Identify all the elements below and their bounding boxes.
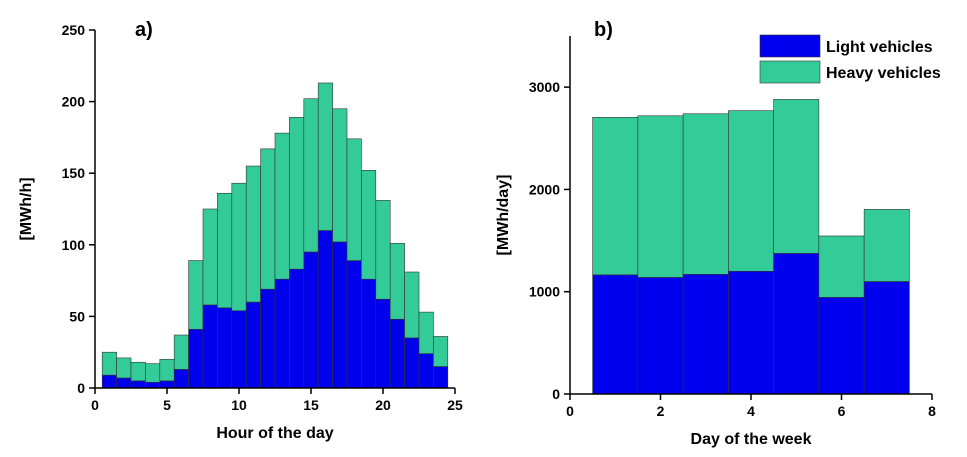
panel-a-bar-heavy-7 xyxy=(188,260,204,330)
panel-a-bar-light-19 xyxy=(361,278,377,389)
panel-a-bar-light-17 xyxy=(332,241,348,389)
panel-a-bar-heavy-20 xyxy=(375,200,391,300)
panel-a-bar-light-6 xyxy=(173,369,189,389)
panel-a-bar-heavy-6 xyxy=(173,334,189,370)
panel-b-bar-heavy-4 xyxy=(728,110,774,272)
panel-b-label: b) xyxy=(594,19,613,41)
panel-b-bar-light-5 xyxy=(773,253,820,395)
panel-a-bar-heavy-18 xyxy=(346,138,362,261)
panel-b-x-axis-title: Day of the week xyxy=(691,431,812,448)
panel-a-x-tick-label: 10 xyxy=(231,397,247,413)
panel-b-bar-heavy-3 xyxy=(682,113,729,275)
panel-a-bar-light-12 xyxy=(260,288,276,389)
panel-b-bar-heavy-7 xyxy=(863,209,910,282)
panel-b-bar-light-1 xyxy=(592,274,639,395)
panel-a-bar-heavy-15 xyxy=(303,98,319,253)
panel-a-bar-light-23 xyxy=(418,353,434,389)
panel-b-bar-heavy-6 xyxy=(818,235,865,298)
panel-b-x-tick-label: 8 xyxy=(928,403,936,419)
panel-b-y-tick-label: 0 xyxy=(552,386,560,402)
panel-a-bar-heavy-23 xyxy=(418,311,434,354)
panel-b-bar-heavy-5 xyxy=(773,99,820,254)
panel-a-label: a) xyxy=(135,19,153,41)
legend-label-light: Light vehicles xyxy=(826,39,933,56)
panel-a-bar-light-11 xyxy=(245,301,261,389)
legend-swatch-light xyxy=(759,34,821,58)
panel-a-bar-heavy-16 xyxy=(317,82,333,231)
panel-a-bar-light-13 xyxy=(274,278,290,389)
panel-a-bar-light-15 xyxy=(303,251,319,389)
panel-a-x-tick-label: 15 xyxy=(303,397,319,413)
panel-a-x-tick-label: 5 xyxy=(163,397,171,413)
panel-a-bar-light-22 xyxy=(404,337,420,389)
panel-a-bar-heavy-24 xyxy=(433,336,449,367)
panel-a-bar-heavy-5 xyxy=(159,359,175,382)
panel-a-bar-heavy-12 xyxy=(260,148,276,290)
panel-a-bar-heavy-22 xyxy=(404,271,420,339)
panel-a-bar-heavy-11 xyxy=(245,165,261,303)
panel-a-y-tick-label: 100 xyxy=(62,237,86,253)
panel-b-y-tick-label: 2000 xyxy=(529,181,560,197)
panel-b-bar-light-6 xyxy=(818,297,865,395)
panel-a-bar-light-18 xyxy=(346,260,362,389)
panel-a-bar-heavy-8 xyxy=(202,208,218,306)
panel-a-bar-light-8 xyxy=(202,304,218,389)
panel-a-y-axis-title: [MWh/h] xyxy=(18,177,35,240)
panel-b-bar-light-7 xyxy=(863,281,910,395)
panel-a-bar-light-24 xyxy=(433,366,449,389)
legend-label-heavy: Heavy vehicles xyxy=(826,65,941,82)
panel-b-x-tick-label: 4 xyxy=(747,403,755,419)
legend-swatch-heavy xyxy=(759,60,821,84)
panel-a-bar-light-7 xyxy=(188,328,204,389)
panel-a-y-tick-label: 0 xyxy=(77,380,85,396)
panel-a-bar-light-5 xyxy=(159,380,175,389)
panel-a-x-tick-label: 0 xyxy=(91,397,99,413)
panel-a-x-axis-title: Hour of the day xyxy=(216,425,333,442)
panel-b-x-tick-label: 6 xyxy=(838,403,846,419)
panel-b-bar-heavy-1 xyxy=(592,117,639,276)
panel-a-bar-heavy-13 xyxy=(274,132,290,280)
panel-b-bar-heavy-2 xyxy=(637,115,684,278)
panel-a-x-tick-label: 25 xyxy=(447,397,463,413)
panel-a-y-tick-label: 250 xyxy=(62,22,86,38)
panel-a-bar-heavy-1 xyxy=(101,351,117,376)
panel-a-bar-light-16 xyxy=(317,230,333,389)
panel-b-y-tick-label: 1000 xyxy=(529,284,560,300)
panel-a-bar-heavy-9 xyxy=(217,192,233,309)
panel-b-y-axis-title: [MWh/day] xyxy=(495,175,512,256)
panel-a-bar-heavy-2 xyxy=(116,357,132,379)
panel-a-bar-light-2 xyxy=(116,377,132,389)
panel-a-bar-light-3 xyxy=(130,380,146,389)
panel-a-bar-light-10 xyxy=(231,310,247,389)
panel-a-bar-heavy-21 xyxy=(389,243,405,320)
panel-a-bar-light-1 xyxy=(101,374,117,389)
panel-b-bar-light-3 xyxy=(682,274,729,395)
panel-a-x-tick-label: 20 xyxy=(375,397,391,413)
panel-b-bar-light-2 xyxy=(637,277,684,395)
panel-a-y-tick-label: 150 xyxy=(62,165,86,181)
panel-a-bar-heavy-19 xyxy=(361,170,377,280)
panel-a-bar-heavy-10 xyxy=(231,182,247,311)
panel-a-y-tick-label: 200 xyxy=(62,94,86,110)
panel-a-bar-light-20 xyxy=(375,298,391,389)
panel-a-bar-light-9 xyxy=(217,307,233,389)
panel-a-bar-heavy-4 xyxy=(145,363,161,383)
panel-a-bar-light-14 xyxy=(289,268,305,389)
panel-b-x-tick-label: 2 xyxy=(657,403,665,419)
panel-a-bar-heavy-3 xyxy=(130,361,146,382)
panel-b-bar-light-4 xyxy=(728,270,774,395)
panel-a-bar-light-4 xyxy=(145,381,161,389)
panel-b-y-tick-label: 3000 xyxy=(529,79,560,95)
panel-a-bar-heavy-14 xyxy=(289,117,305,270)
panel-b-x-tick-label: 0 xyxy=(566,403,574,419)
panel-a-bar-heavy-17 xyxy=(332,108,348,243)
panel-a-y-tick-label: 50 xyxy=(69,308,85,324)
panel-a-bar-light-21 xyxy=(389,318,405,389)
